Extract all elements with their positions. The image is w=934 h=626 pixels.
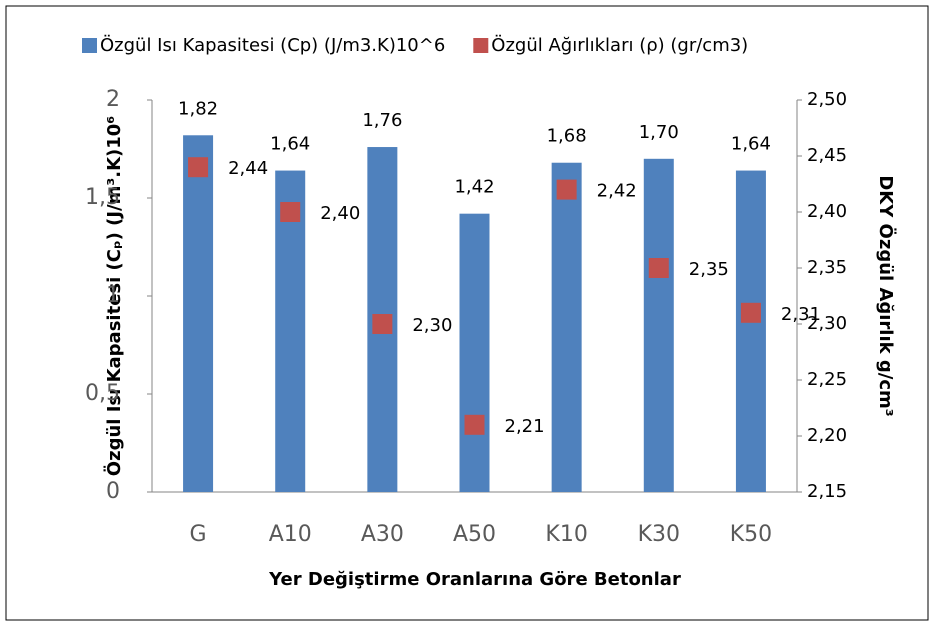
y2-tick-label: 2,15 xyxy=(807,481,847,502)
bar xyxy=(735,170,766,492)
bar-value-label: 1,42 xyxy=(454,177,494,198)
marker xyxy=(740,302,761,323)
y2-axis-title: DKY Özgül Ağırlık g/cm³ xyxy=(875,175,897,416)
legend-swatch xyxy=(82,38,97,53)
bar xyxy=(459,213,490,492)
y-tick-label: 1,5 xyxy=(85,185,120,210)
marker xyxy=(280,202,301,222)
x-tick-label: K30 xyxy=(638,522,680,547)
bar-value-label: 1,64 xyxy=(731,134,771,155)
y2-tick-label: 2,25 xyxy=(807,369,847,390)
y-axis-title: Özgül Isı Kapasitesi (Cₚ) (J/m³.K)10⁶ xyxy=(103,116,125,476)
marker-value-label: 2,21 xyxy=(505,416,545,437)
marker-value-label: 2,35 xyxy=(689,259,729,280)
x-tick-label: A50 xyxy=(453,522,496,547)
marker-value-label: 2,40 xyxy=(320,203,360,224)
legend-label: Özgül Ağırlıkları (ρ) (gr/cm3) xyxy=(491,34,748,56)
marker-value-label: 2,30 xyxy=(412,315,452,336)
x-tick-label: G xyxy=(190,522,207,547)
marker xyxy=(464,414,485,435)
legend-swatch xyxy=(473,38,489,53)
x-tick-label: A10 xyxy=(269,522,312,547)
bar xyxy=(275,170,306,492)
y2-tick-label: 2,45 xyxy=(807,145,847,166)
x-tick-label: K10 xyxy=(545,522,587,547)
marker xyxy=(648,258,669,278)
y-tick-label: 2 xyxy=(106,87,120,112)
bar-value-label: 1,64 xyxy=(270,134,310,155)
bar xyxy=(183,135,214,492)
x-tick-label: K50 xyxy=(730,522,772,547)
marker-value-label: 2,42 xyxy=(597,181,637,202)
y2-tick-label: 2,40 xyxy=(807,201,847,222)
bar-value-label: 1,76 xyxy=(362,110,402,131)
y2-tick-label: 2,20 xyxy=(807,425,847,446)
marker xyxy=(556,179,577,200)
bar-value-label: 1,82 xyxy=(178,98,218,119)
y-tick-label: 0 xyxy=(106,479,120,504)
y2-tick-label: 2,50 xyxy=(807,89,847,110)
marker xyxy=(372,314,393,334)
marker xyxy=(188,157,209,178)
y-tick-label: 0,5 xyxy=(85,381,120,406)
bar xyxy=(551,162,582,492)
y2-tick-label: 2,30 xyxy=(807,313,847,334)
marker-value-label: 2,31 xyxy=(781,304,821,325)
bar-value-label: 1,68 xyxy=(547,126,587,147)
y2-tick-label: 2,35 xyxy=(807,257,847,278)
legend-label: Özgül Isı Kapasitesi (Cp) (J/m3.K)10^6 xyxy=(100,34,445,56)
x-axis-title: Yer Değiştirme Oranlarına Göre Betonlar xyxy=(268,569,681,590)
marker-value-label: 2,44 xyxy=(228,158,268,179)
y-tick-label: 1 xyxy=(106,283,120,308)
x-tick-label: A30 xyxy=(361,522,404,547)
bar-value-label: 1,70 xyxy=(639,122,679,143)
bar xyxy=(643,158,674,493)
